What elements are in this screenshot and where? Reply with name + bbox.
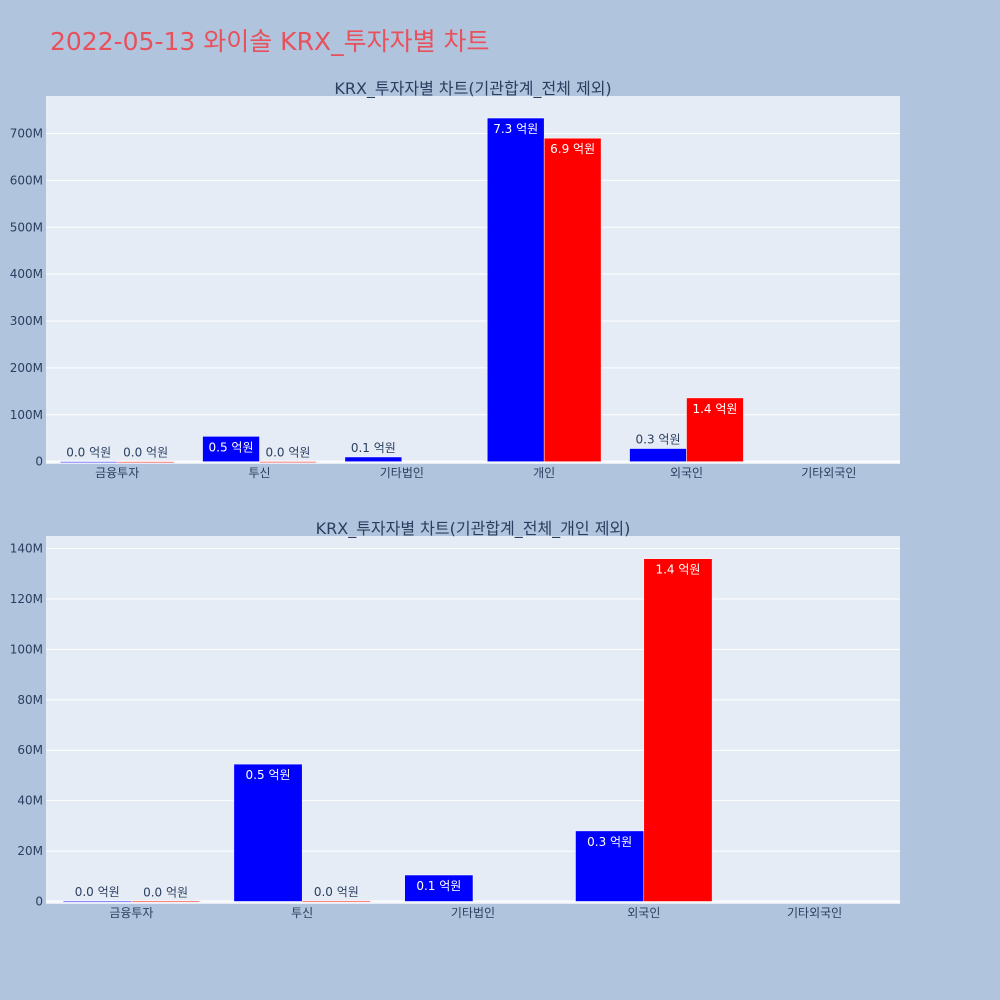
x-tick-label: 투신: [291, 906, 313, 920]
y-tick-label: 40M: [17, 794, 43, 808]
plot-area: [46, 536, 900, 904]
bar: [686, 397, 744, 462]
data-label: 0.1 억원: [351, 441, 396, 455]
data-label: 0.3 억원: [587, 835, 632, 849]
y-tick-label: 700M: [10, 127, 43, 141]
data-label: 0.0 억원: [66, 446, 111, 460]
bar: [131, 901, 200, 903]
y-tick-label: 140M: [10, 542, 43, 556]
data-label: 0.5 억원: [209, 440, 254, 454]
data-label: 0.0 억원: [265, 446, 310, 460]
y-tick-label: 80M: [17, 693, 43, 707]
bar: [233, 763, 303, 902]
x-tick-label: 기타법인: [380, 466, 424, 480]
bar: [404, 874, 474, 902]
data-label: 0.1 억원: [416, 879, 461, 893]
data-label: 0.0 억원: [314, 885, 359, 899]
bar: [344, 456, 403, 462]
x-tick-label: 투신: [248, 466, 270, 480]
bar: [575, 830, 645, 902]
data-label: 6.9 억원: [550, 142, 595, 156]
chart-title: KRX_투자자별 차트(기관합계_전체 제외): [334, 79, 611, 99]
bar: [202, 436, 260, 462]
y-tick-label: 300M: [10, 314, 43, 328]
y-tick-label: 120M: [10, 592, 43, 606]
bar: [643, 558, 713, 902]
data-label: 0.0 억원: [75, 885, 120, 899]
y-tick-label: 200M: [10, 361, 43, 375]
x-tick-label: 기타외국인: [801, 466, 856, 480]
data-label: 7.3 억원: [493, 122, 538, 136]
data-label: 0.5 억원: [246, 768, 291, 782]
bar: [301, 900, 371, 903]
x-tick-label: 기타법인: [451, 906, 495, 920]
x-tick-label: 금융투자: [109, 906, 153, 920]
y-tick-label: 0: [35, 455, 43, 469]
data-label: 1.4 억원: [692, 402, 737, 416]
y-tick-label: 100M: [10, 408, 43, 422]
y-tick-label: 500M: [10, 220, 43, 234]
y-tick-label: 100M: [10, 642, 43, 656]
x-tick-label: 외국인: [627, 906, 660, 920]
x-tick-label: 외국인: [670, 466, 703, 480]
data-label: 1.4 억원: [655, 563, 700, 577]
y-tick-label: 0: [35, 894, 43, 908]
bar: [62, 900, 132, 903]
page-title: 2022-05-13 와이솔 KRX_투자자별 차트: [50, 27, 490, 56]
bar: [486, 117, 545, 462]
y-tick-label: 400M: [10, 267, 43, 281]
y-tick-label: 600M: [10, 173, 43, 187]
bar: [543, 137, 602, 462]
chart-krx-investor-excl-institution: KRX_투자자별 차트(기관합계_전체 제외) 0 100M 200M 300M 400M…: [10, 79, 900, 480]
bar: [116, 461, 175, 463]
x-tick-label: 개인: [533, 466, 555, 480]
chart-title: KRX_투자자별 차트(기관합계_전체_개인 제외): [316, 519, 631, 539]
data-label: 0.0 억원: [143, 885, 188, 899]
data-label: 0.3 억원: [636, 433, 681, 447]
y-tick-label: 20M: [17, 844, 43, 858]
data-label: 0.0 억원: [123, 446, 168, 460]
y-tick-label: 60M: [17, 743, 43, 757]
bar: [259, 461, 317, 463]
x-tick-label: 금융투자: [95, 466, 139, 480]
x-tick-label: 기타외국인: [787, 906, 842, 920]
plot-area: [46, 96, 900, 464]
